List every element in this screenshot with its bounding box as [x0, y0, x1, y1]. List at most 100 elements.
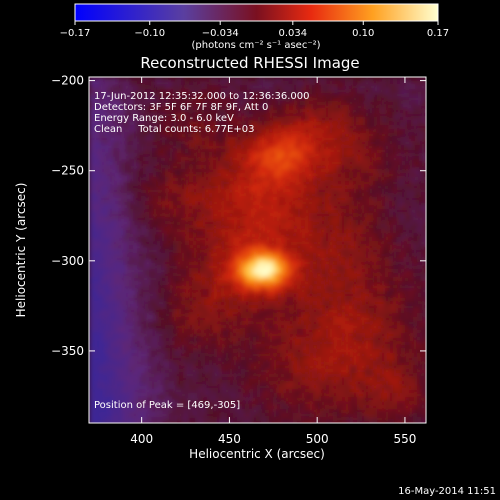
heatmap-cell [253, 285, 258, 290]
heatmap-cell [225, 293, 230, 298]
heatmap-cell [269, 281, 274, 286]
heatmap-cell [305, 297, 310, 302]
heatmap-cell [273, 101, 278, 106]
heatmap-cell [105, 293, 110, 298]
heatmap-cell [137, 169, 142, 174]
heatmap-cell [225, 261, 230, 266]
heatmap-cell [217, 153, 222, 158]
heatmap-cell [265, 221, 270, 226]
heatmap-cell [253, 253, 258, 258]
heatmap-cell [353, 145, 358, 150]
heatmap-cell [89, 185, 94, 190]
heatmap-cell [173, 145, 178, 150]
heatmap-cell [177, 133, 182, 138]
heatmap-cell [405, 213, 410, 218]
heatmap-cell [301, 293, 306, 298]
heatmap-cell [153, 181, 158, 186]
heatmap-cell [417, 153, 422, 158]
heatmap-cell [229, 273, 234, 278]
heatmap-cell [313, 297, 318, 302]
heatmap-cell [141, 93, 146, 98]
heatmap-cell [89, 113, 94, 118]
heatmap-cell [329, 217, 334, 222]
heatmap-cell [377, 165, 382, 170]
heatmap-cell [221, 89, 226, 94]
heatmap-cell [193, 301, 198, 306]
heatmap-cell [237, 245, 242, 250]
heatmap-cell [125, 249, 130, 254]
heatmap-cell [217, 149, 222, 154]
heatmap-cell [301, 157, 306, 162]
heatmap-cell [221, 285, 226, 290]
heatmap-cell [121, 85, 126, 90]
heatmap-cell [89, 81, 94, 86]
heatmap-cell [209, 225, 214, 230]
heatmap-cell [229, 189, 234, 194]
heatmap-cell [345, 137, 350, 142]
heatmap-cell [317, 213, 322, 218]
heatmap-cell [117, 129, 122, 134]
heatmap-cell [277, 169, 282, 174]
heatmap-cell [265, 237, 270, 242]
heatmap-cell [377, 101, 382, 106]
heatmap-cell [393, 221, 398, 226]
heatmap-cell [377, 237, 382, 242]
heatmap-cell [325, 133, 330, 138]
heatmap-cell [273, 145, 278, 150]
heatmap-cell [225, 249, 230, 254]
heatmap-cell [149, 265, 154, 270]
heatmap-cell [133, 173, 138, 178]
heatmap-cell [285, 109, 290, 114]
heatmap-cell [369, 85, 374, 90]
heatmap-cell [333, 197, 338, 202]
heatmap-cell [117, 81, 122, 86]
heatmap-cell [173, 265, 178, 270]
heatmap-cell [233, 273, 238, 278]
heatmap-cell [121, 249, 126, 254]
heatmap-cell [289, 197, 294, 202]
heatmap-cell [289, 105, 294, 110]
heatmap-cell [121, 245, 126, 250]
heatmap-cell [133, 161, 138, 166]
heatmap-cell [345, 81, 350, 86]
heatmap-cell [293, 177, 298, 182]
heatmap-cell [217, 133, 222, 138]
heatmap-cell [345, 269, 350, 274]
heatmap-cell [409, 265, 414, 270]
heatmap-cell [413, 245, 418, 250]
heatmap-cell [317, 173, 322, 178]
heatmap-cell [373, 165, 378, 170]
heatmap-cell [141, 229, 146, 234]
heatmap-cell [233, 253, 238, 258]
heatmap-cell [305, 189, 310, 194]
heatmap-cell [345, 261, 350, 266]
heatmap-cell [185, 157, 190, 162]
heatmap-cell [277, 241, 282, 246]
heatmap-cell [381, 221, 386, 226]
heatmap-cell [233, 77, 238, 82]
heatmap-cell [177, 157, 182, 162]
heatmap-cell [417, 141, 422, 146]
heatmap-cell [361, 261, 366, 266]
heatmap-cell [385, 289, 390, 294]
heatmap-cell [225, 237, 230, 242]
heatmap-cell [109, 289, 114, 294]
heatmap-cell [97, 269, 102, 274]
heatmap-cell [401, 281, 406, 286]
heatmap-cell [389, 237, 394, 242]
heatmap-cell [109, 241, 114, 246]
heatmap-cell [337, 105, 342, 110]
heatmap-cell [149, 141, 154, 146]
heatmap-cell [113, 265, 118, 270]
heatmap-cell [229, 93, 234, 98]
heatmap-cell [321, 161, 326, 166]
heatmap-cell [125, 241, 130, 246]
heatmap-cell [97, 105, 102, 110]
heatmap-cell [141, 189, 146, 194]
heatmap-cell [185, 193, 190, 198]
heatmap-cell [273, 253, 278, 258]
heatmap-cell [157, 121, 162, 126]
heatmap-cell [197, 213, 202, 218]
heatmap-cell [93, 301, 98, 306]
heatmap-cell [301, 265, 306, 270]
